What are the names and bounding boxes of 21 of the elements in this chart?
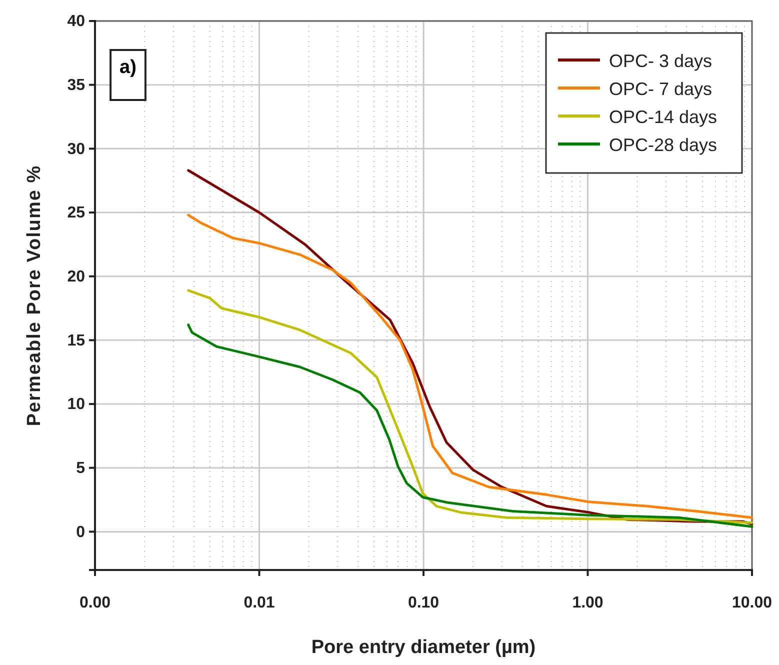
x-tick-label: 1.00 bbox=[572, 594, 604, 612]
y-tick-label: 20 bbox=[67, 268, 86, 286]
x-tick-label: 10.00 bbox=[732, 594, 772, 612]
legend-label: OPC- 7 days bbox=[609, 79, 712, 99]
y-tick-label: 40 bbox=[67, 13, 86, 30]
y-tick-label: 10 bbox=[67, 396, 86, 414]
x-tick-label: 0.01 bbox=[244, 594, 275, 612]
y-tick-label: 35 bbox=[67, 76, 86, 94]
legend-label: OPC- 3 days bbox=[609, 51, 712, 71]
legend-label: OPC-14 days bbox=[609, 107, 718, 127]
y-axis-title: Permeable Pore Volume % bbox=[24, 164, 45, 426]
x-tick-label: 0.10 bbox=[408, 594, 440, 612]
y-tick-label: 0 bbox=[76, 524, 86, 541]
y-tick-label: 30 bbox=[67, 140, 86, 158]
y-tick-label: 5 bbox=[76, 460, 86, 477]
y-tick-label: 15 bbox=[67, 332, 86, 350]
y-tick-label: 25 bbox=[67, 204, 86, 222]
legend-label: OPC-28 days bbox=[609, 135, 718, 155]
x-axis-title: Pore entry diameter (µm) bbox=[311, 637, 536, 658]
x-tick-label: 0.00 bbox=[79, 594, 111, 612]
annotation: a) bbox=[120, 57, 136, 78]
